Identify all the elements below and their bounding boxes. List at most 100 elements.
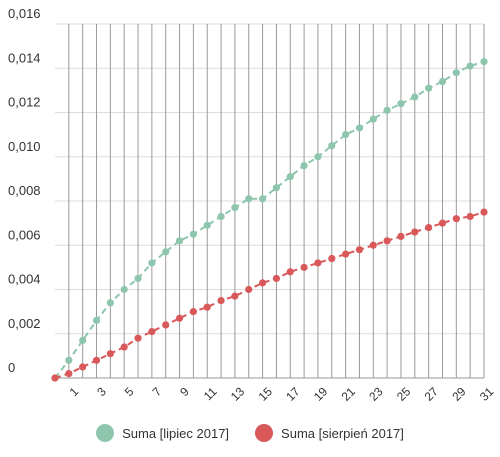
legend-swatch-lipiec [96,424,115,442]
data-point[interactable] [217,296,225,305]
data-point[interactable] [314,259,322,267]
data-point[interactable] [480,208,488,216]
data-point[interactable] [65,356,73,364]
legend-swatch-sierpien [255,424,274,442]
data-point[interactable] [438,77,447,86]
data-point[interactable] [452,69,460,77]
data-point[interactable] [203,221,211,229]
x-tick-label: 29 [449,384,469,404]
data-point[interactable] [480,58,488,66]
data-point[interactable] [342,131,350,139]
data-point[interactable] [245,195,253,203]
x-tick-label: 15 [256,384,276,404]
x-axis-ticks: 1 3 5 7 9 11 13 15 17 19 21 23 25 27 29 31 [67,384,497,404]
y-tick-label: 0,010 [8,139,41,154]
data-point[interactable] [411,93,419,101]
x-tick-label: 13 [228,384,248,404]
data-point[interactable] [92,316,101,325]
chart-grid [55,23,485,379]
data-point[interactable] [466,212,474,221]
data-point[interactable] [300,263,308,271]
data-point[interactable] [245,285,253,294]
y-tick-label: 0,006 [8,227,41,242]
data-point[interactable] [411,228,419,236]
data-point[interactable] [466,62,474,70]
data-point[interactable] [369,115,377,123]
x-tick-label: 21 [339,384,359,404]
legend-item-sierpien[interactable]: Suma [sierpień 2017] [255,424,404,442]
data-point[interactable] [355,124,364,132]
data-point[interactable] [231,204,239,212]
data-point[interactable] [328,254,336,263]
data-point[interactable] [162,248,170,256]
data-point[interactable] [120,343,128,351]
series-0 [51,58,488,382]
data-point[interactable] [328,142,336,150]
data-point[interactable] [134,334,142,342]
data-point[interactable] [286,173,294,181]
y-axis-ticks: 0 0,002 0,004 0,006 0,008 0,010 0,012 0,014 0,01… [8,6,41,375]
data-point[interactable] [79,363,87,371]
legend-item-lipiec[interactable]: Suma [lipiec 2017] [96,424,229,442]
chart-legend: Suma [lipiec 2017] Suma [sierpień 2017] [0,424,500,442]
data-point[interactable] [286,268,294,276]
data-point[interactable] [272,184,281,192]
x-tick-label: 27 [422,384,442,404]
data-point[interactable] [425,223,433,232]
data-point[interactable] [425,84,433,92]
data-point[interactable] [148,327,156,336]
data-point[interactable] [189,308,197,316]
y-tick-label: 0,012 [8,95,41,110]
legend-label-sierpien: Suma [sierpień 2017] [281,425,404,441]
data-point[interactable] [65,369,73,378]
data-point[interactable] [397,232,405,240]
x-tick-label: 7 [150,384,165,399]
data-point[interactable] [106,350,114,358]
x-tick-label: 5 [122,384,137,399]
data-point[interactable] [383,237,391,245]
y-tick-label: 0 [8,360,15,375]
data-point[interactable] [355,246,364,254]
x-tick-label: 11 [201,384,220,403]
legend-label-lipiec: Suma [lipiec 2017] [122,425,230,441]
data-point[interactable] [162,321,170,329]
data-point[interactable] [452,215,460,223]
x-tick-label: 31 [477,384,497,404]
data-point[interactable] [175,237,184,245]
data-point[interactable] [383,106,391,114]
data-point[interactable] [79,336,87,344]
data-point[interactable] [272,274,281,283]
data-point[interactable] [258,279,267,287]
data-point[interactable] [300,162,308,170]
data-point[interactable] [438,219,447,227]
series-1 [51,208,488,382]
data-point[interactable] [231,292,239,300]
x-tick-label: 9 [177,384,192,399]
data-point[interactable] [148,259,156,267]
data-point[interactable] [203,303,211,311]
data-point[interactable] [189,230,197,238]
data-point[interactable] [120,285,128,294]
data-point[interactable] [92,356,101,364]
data-point[interactable] [106,299,114,307]
data-point[interactable] [134,274,142,283]
x-tick-label: 1 [67,384,82,399]
data-point[interactable] [217,212,225,221]
data-point[interactable] [175,314,184,322]
y-tick-label: 0,016 [8,6,41,21]
line-chart: 0 0,002 0,004 0,006 0,008 0,010 0,012 0,014 0,01… [8,6,497,404]
x-tick-label: 23 [366,384,386,404]
data-point[interactable] [258,195,267,203]
data-point[interactable] [314,153,322,161]
series-line [54,60,485,379]
data-point[interactable] [342,250,350,258]
y-tick-label: 0,008 [8,183,41,198]
y-tick-label: 0,002 [8,316,41,331]
chart-series [51,58,488,382]
data-point[interactable] [397,100,405,108]
data-point[interactable] [369,241,377,249]
x-tick-label: 19 [311,384,331,404]
x-tick-label: 17 [283,384,303,404]
data-point[interactable] [51,374,59,382]
x-tick-label: 3 [94,384,109,399]
